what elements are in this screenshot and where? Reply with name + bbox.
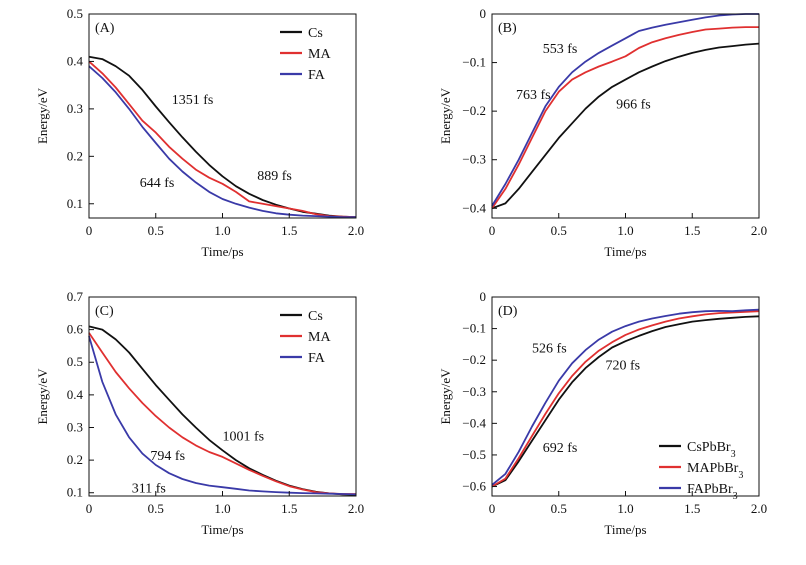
panel-2: 0 0.5 1.0 1.5 2.0 −0.4 −0.3 −0.2 −0.1 0 Time/ps Ene…	[438, 6, 767, 259]
x-tick-label: 0	[489, 223, 496, 238]
legend-label: MA	[308, 330, 331, 345]
legend-label: Cs	[308, 26, 323, 41]
y-tick-label: −0.4	[462, 415, 486, 430]
legend-label: MA	[308, 47, 331, 62]
legend: Cs MA FA	[280, 309, 331, 366]
series-line-cspbbr3	[491, 315, 760, 488]
legend-label: FA	[308, 68, 326, 83]
annotation-label: 794 fs	[150, 449, 185, 464]
x-tick-label: 0	[86, 501, 93, 516]
x-axis-label: Time/ps	[201, 244, 243, 259]
annotation-label: 692 fs	[543, 441, 578, 456]
series-line-cs	[491, 42, 760, 210]
annotation-label: 1001 fs	[223, 430, 265, 445]
y-tick-label: 0.1	[67, 196, 83, 211]
series-line-mapbbr3	[491, 310, 760, 488]
y-tick-label: −0.5	[462, 447, 486, 462]
x-tick-label: 1.5	[281, 501, 297, 516]
x-tick-label: 1.5	[684, 501, 700, 516]
annotation-label: 889 fs	[257, 169, 292, 184]
legend-label: CsPbBr3	[687, 440, 736, 460]
x-tick-label: 1.0	[617, 501, 633, 516]
y-tick-label: −0.6	[462, 479, 486, 494]
panel-label: (C)	[95, 304, 114, 319]
series-line-fapbbr3	[491, 308, 760, 486]
legend-label: FAPbBr3	[687, 482, 738, 502]
x-tick-label: 1.5	[684, 223, 700, 238]
x-axis-label: Time/ps	[604, 522, 646, 537]
y-tick-label: 0.5	[67, 6, 83, 21]
legend-label: Cs	[308, 309, 323, 324]
annotation-label: 644 fs	[140, 176, 175, 191]
x-tick-label: 2.0	[751, 501, 767, 516]
y-tick-label: −0.1	[462, 321, 486, 336]
panel-1: 0 0.5 1.0 1.5 2.0 0.1 0.2 0.3 0.4 0.5 Time/ps Energ…	[35, 6, 364, 259]
x-tick-label: 2.0	[348, 501, 364, 516]
x-tick-label: 0.5	[148, 223, 164, 238]
y-tick-label: −0.3	[462, 384, 486, 399]
plot-frame	[491, 13, 760, 219]
y-axis-label: Energy/eV	[35, 368, 50, 425]
y-tick-label: −0.2	[462, 352, 486, 367]
x-tick-label: 0.5	[551, 223, 567, 238]
annotation-label: 526 fs	[532, 341, 567, 356]
y-tick-label: −0.3	[462, 152, 486, 167]
series-line-fa	[88, 335, 357, 496]
y-tick-label: 0.6	[67, 322, 84, 337]
y-tick-label: −0.1	[462, 55, 486, 70]
x-tick-label: 1.0	[617, 223, 633, 238]
series-line-ma	[88, 332, 356, 495]
x-tick-label: 2.0	[751, 223, 767, 238]
annotation-label: 311 fs	[132, 482, 166, 497]
plot-frame	[88, 13, 357, 219]
x-tick-label: 2.0	[348, 223, 364, 238]
y-axis-label: Energy/eV	[438, 87, 453, 144]
panel-label: (B)	[498, 21, 517, 36]
annotation-label: 720 fs	[605, 359, 640, 374]
annotation-label: 1351 fs	[172, 93, 214, 108]
y-tick-label: 0.7	[67, 289, 84, 304]
y-tick-label: 0.4	[67, 53, 84, 68]
series-line-ma	[88, 60, 357, 218]
x-tick-label: 0.5	[148, 501, 164, 516]
x-tick-label: 1.5	[281, 223, 297, 238]
series-line-fa	[491, 13, 759, 207]
y-tick-label: 0.2	[67, 148, 83, 163]
plot-frame	[88, 296, 357, 497]
legend-label: FA	[308, 351, 326, 366]
annotation-label: 966 fs	[616, 98, 651, 113]
y-tick-label: 0.3	[67, 101, 83, 116]
legend-label: MAPbBr3	[687, 461, 743, 481]
y-tick-label: −0.2	[462, 103, 486, 118]
panel-4: 0 0.5 1.0 1.5 2.0 −0.6 −0.5 −0.4 −0.3 −0.2 −0.1 0 Ti…	[438, 289, 767, 537]
y-tick-label: 0	[480, 289, 487, 304]
series-line-fa	[88, 65, 356, 218]
panel-3: 0 0.5 1.0 1.5 2.0 0.1 0.2 0.3 0.4 0.5 0.6 0.7 Time/p…	[35, 289, 364, 537]
y-tick-label: −0.4	[462, 200, 486, 215]
y-tick-label: 0.2	[67, 452, 83, 467]
y-tick-label: 0	[480, 6, 487, 21]
x-tick-label: 0.5	[551, 501, 567, 516]
annotation-label: 553 fs	[543, 42, 578, 57]
y-axis-label: Energy/eV	[35, 87, 50, 144]
x-axis-label: Time/ps	[201, 522, 243, 537]
series-line-ma	[491, 26, 759, 209]
y-tick-label: 0.4	[67, 387, 84, 402]
y-axis-label: Energy/eV	[438, 368, 453, 425]
panel-label: (A)	[95, 21, 115, 36]
y-tick-label: 0.5	[67, 354, 83, 369]
y-tick-label: 0.1	[67, 485, 83, 500]
x-tick-label: 0	[489, 501, 496, 516]
legend: Cs MA FA	[280, 26, 331, 83]
x-tick-label: 1.0	[214, 223, 230, 238]
annotation-label: 763 fs	[516, 88, 551, 103]
y-tick-label: 0.3	[67, 419, 83, 434]
panel-label: (D)	[498, 304, 518, 319]
x-axis-label: Time/ps	[604, 244, 646, 259]
x-tick-label: 0	[86, 223, 93, 238]
x-tick-label: 1.0	[214, 501, 230, 516]
